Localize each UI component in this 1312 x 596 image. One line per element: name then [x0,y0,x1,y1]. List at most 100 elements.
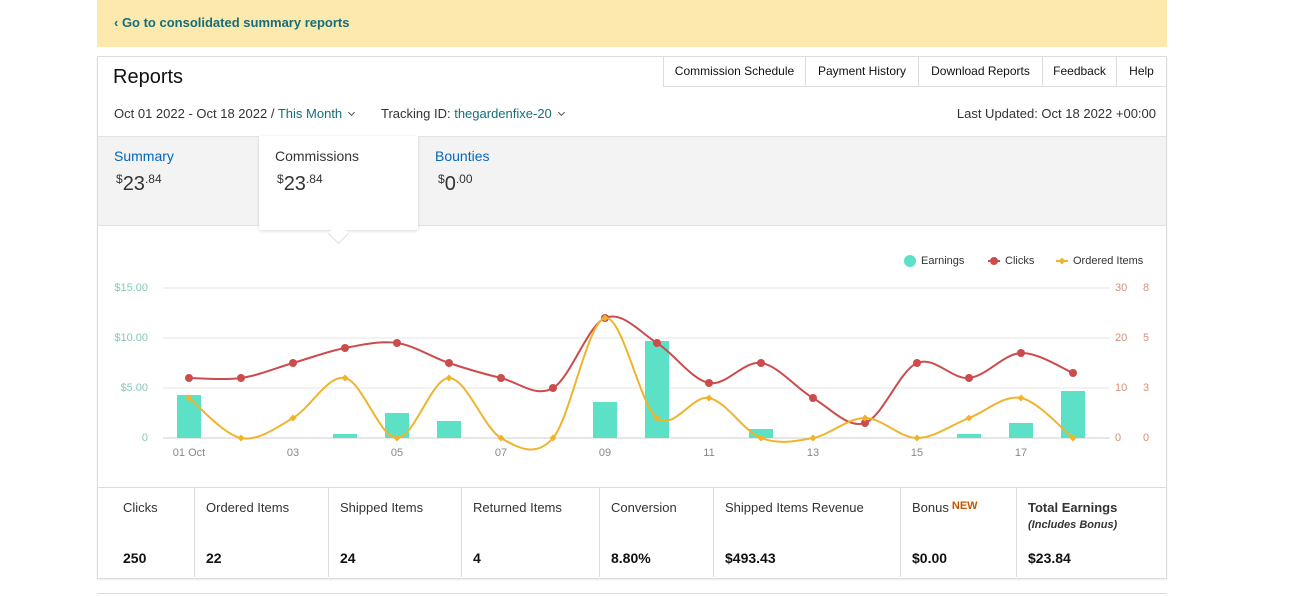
chevron [557,108,565,117]
point [497,434,505,442]
commissions-tab[interactable]: Commissions [275,148,360,164]
point [549,384,557,392]
stat-label: Returned Items [473,500,562,515]
y-tick-label: 0 [142,432,148,444]
x-tick-label: 15 [911,447,923,459]
bar [957,434,981,438]
point [1069,369,1077,377]
bar [177,395,201,438]
legend-label[interactable]: Earnings [921,255,965,267]
stat-label-text: Conversion [611,500,677,515]
banner: ‹ Go to consolidated summary reports [97,0,1167,47]
selected-tab [259,136,418,230]
stat-label-text: Bonus [912,500,949,515]
point [185,394,193,402]
stat-cell: Total Earnings (Includes Bonus) $23.84 [1016,487,1166,577]
point [913,359,921,367]
bar [593,402,617,438]
y3-tick-label: 0 [1143,432,1149,444]
bounties-tab[interactable]: Bounties [435,148,490,164]
stat-label-text: Total Earnings [1028,500,1118,515]
tab[interactable]: Feedback [1042,56,1116,87]
stat-note: (Includes Bonus) [1028,519,1118,531]
next-card-edge [97,593,1167,596]
separator: / [270,106,275,121]
stat-cell: Shipped Items 24 [328,487,461,577]
legend-label[interactable]: Clicks [1005,255,1035,267]
stat-label-text: Ordered Items [206,500,290,515]
point [705,379,713,387]
tab[interactable]: Payment History [805,56,918,87]
tracking-filter[interactable]: Tracking ID: thegardenfixe-20 [381,106,568,121]
tab[interactable]: Commission Schedule [663,56,805,87]
point [445,374,453,382]
bar [749,429,773,438]
stat-value: 24 [340,550,356,566]
point [757,434,765,442]
bounties-amount: $0.00 [438,172,473,196]
point [1017,349,1025,357]
currency: $ [438,172,445,186]
x-tick-label: 01 Oct [173,447,205,459]
point [913,434,921,442]
tracking-id: thegardenfixe-20 [454,106,552,121]
point [237,374,245,382]
y2-tick-label: 0 [1115,432,1121,444]
stat-value: $0.00 [912,550,948,566]
legend-swatch [990,257,998,265]
y3-tick-label: 8 [1143,282,1149,294]
line [188,315,1074,426]
bar [1009,423,1033,438]
point [861,419,869,427]
y3-tick-label: 5 [1143,332,1149,344]
point [809,434,817,442]
y2-tick-label: 10 [1115,382,1127,394]
stat-value: 4 [473,550,481,566]
stat-cell: Conversion 8.80% [599,487,713,577]
consolidated-link[interactable]: ‹ Go to consolidated summary reports [114,15,350,30]
stat-value: $23.84 [1028,550,1071,566]
stat-label-text: Returned Items [473,500,562,515]
point [393,339,401,347]
stat-label: Conversion [611,500,677,515]
point [601,314,609,322]
stat-value: $493.43 [725,550,776,566]
new-badge: NEW [951,500,978,512]
tab[interactable]: Help [1116,56,1166,87]
point [653,414,661,422]
stat-label: Bonus NEW [912,500,978,515]
stat-value: 22 [206,550,222,566]
x-tick-label: 07 [495,447,507,459]
legend-swatch [1058,257,1066,265]
legend-label[interactable]: Ordered Items [1073,255,1144,267]
point [965,414,973,422]
point [237,434,245,442]
bar [437,421,461,438]
summary-tab[interactable]: Summary [114,148,174,164]
date-filter[interactable]: Oct 01 2022 - Oct 18 2022 / This Month [114,106,358,121]
point [393,434,401,442]
stat-cell: Clicks 250 [98,487,194,577]
tab[interactable]: Download Reports [918,56,1042,87]
x-tick-label: 17 [1015,447,1027,459]
bar [645,341,669,438]
x-tick-label: 03 [287,447,299,459]
stat-cell: Bonus NEW $0.00 [900,487,1016,577]
fraction: .84 [305,172,323,186]
chevron [348,108,356,117]
stat-label: Total Earnings (Includes Bonus) [1028,500,1117,531]
currency: $ [277,172,284,186]
fraction: .84 [144,172,162,186]
point [861,414,869,422]
point [341,344,349,352]
point [341,374,349,382]
point [1017,394,1025,402]
currency: $ [116,172,123,186]
point [445,359,453,367]
y3-tick-label: 3 [1143,382,1149,394]
x-tick-label: 13 [807,447,819,459]
stat-label-text: Clicks [123,500,158,515]
